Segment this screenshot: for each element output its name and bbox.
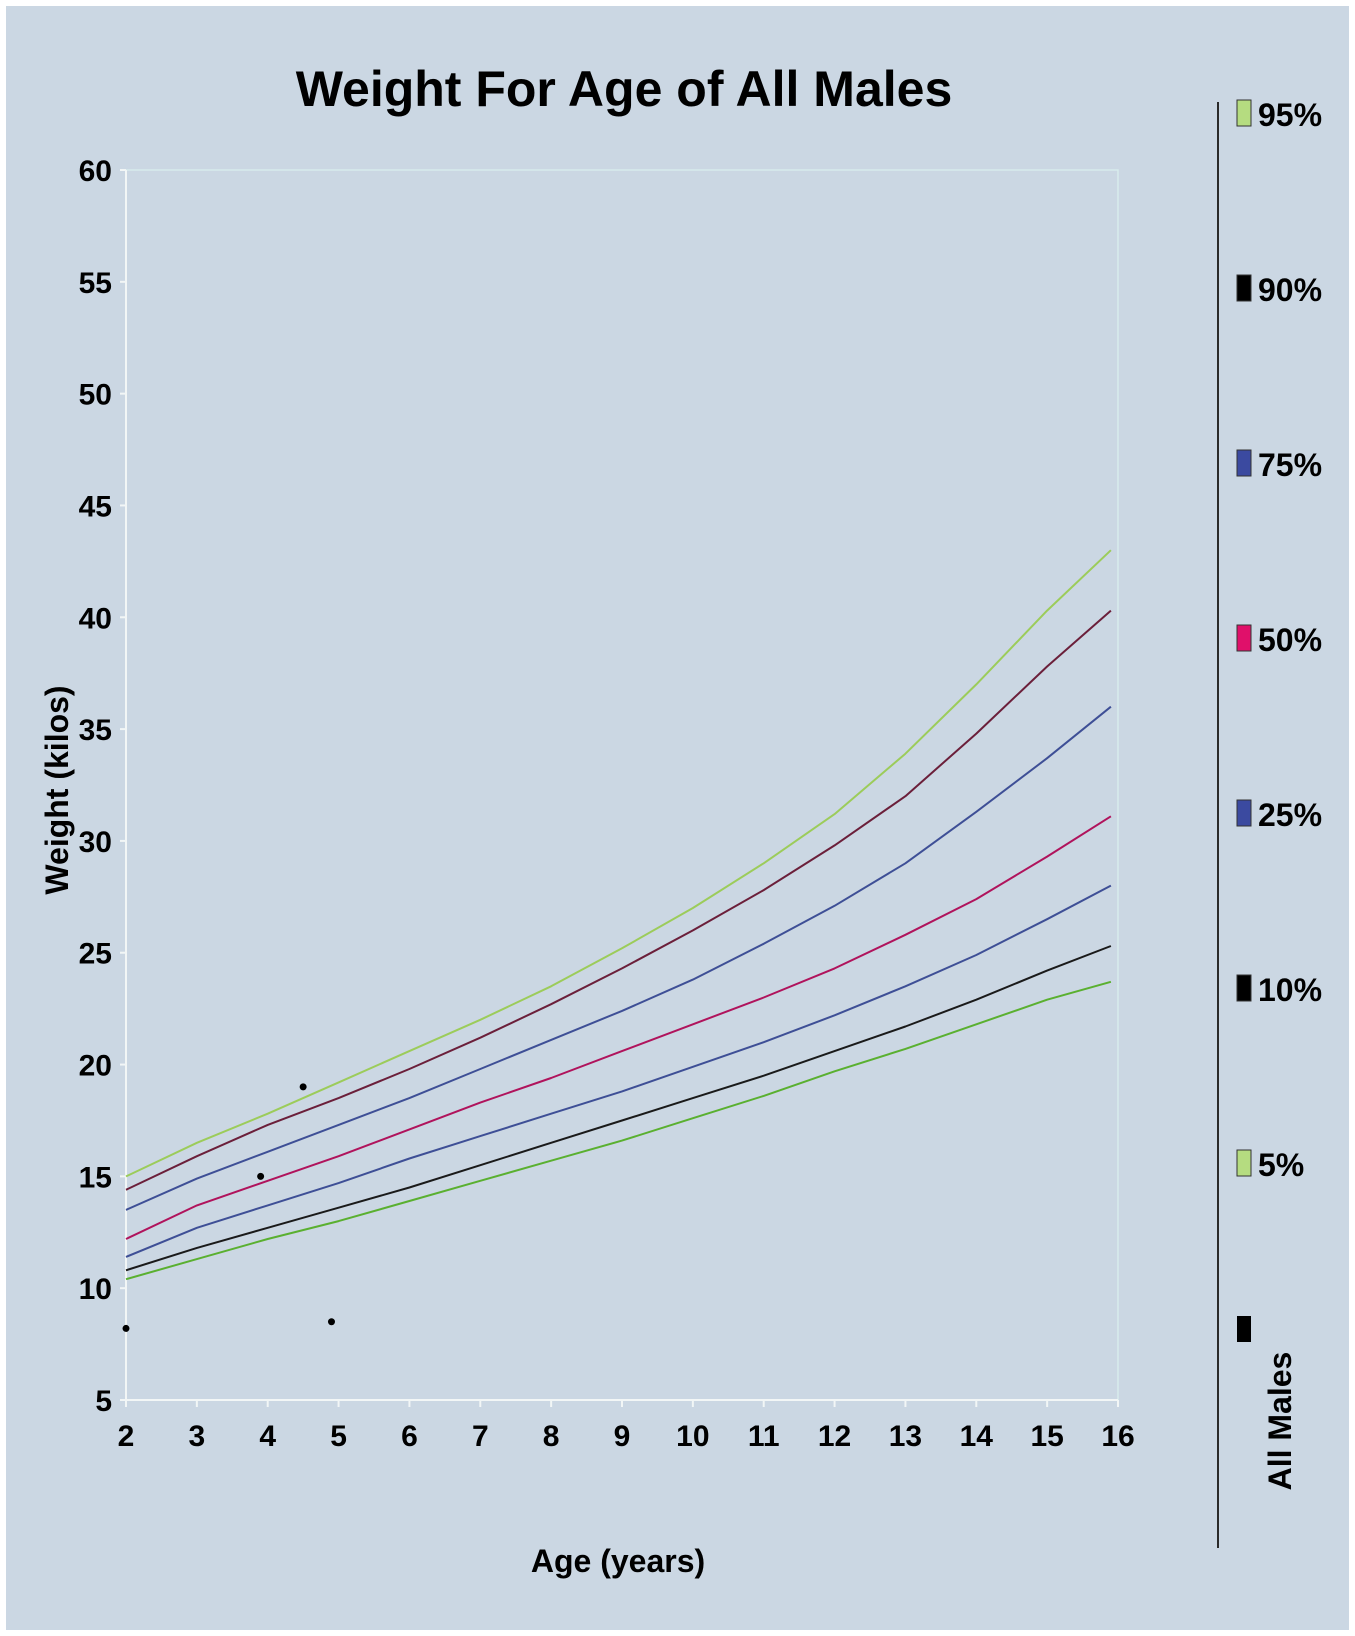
x-tick-label: 4 <box>259 1420 276 1453</box>
x-tick-label: 2 <box>118 1420 135 1453</box>
y-tick-label: 5 <box>95 1385 112 1418</box>
x-tick-label: 16 <box>1101 1420 1134 1453</box>
legend-swatch-95pct <box>1236 99 1252 127</box>
chart-title: Weight For Age of All Males <box>296 61 953 117</box>
legend-swatch-all-males <box>1237 1316 1251 1342</box>
legend-label-90pct: 90% <box>1258 272 1322 308</box>
legend-swatch-10pct <box>1236 974 1252 1002</box>
legend-swatch-25pct <box>1236 799 1252 827</box>
x-axis-ticks: 2 3 4 5 6 7 8 9 10 11 12 13 14 15 16 <box>118 1400 1135 1453</box>
scatter-point <box>122 1324 130 1332</box>
plot-frame <box>125 169 1119 1401</box>
scatter-point <box>327 1318 335 1326</box>
legend-label-10pct: 10% <box>1258 972 1322 1008</box>
x-tick-label: 9 <box>614 1420 631 1453</box>
series-line-10pct <box>125 945 1112 1272</box>
legend-label-75pct: 75% <box>1258 447 1322 483</box>
x-tick-label: 13 <box>889 1420 922 1453</box>
series-line-25pct <box>125 884 1112 1258</box>
legend-swatch-90pct <box>1236 274 1252 302</box>
x-tick-label: 6 <box>401 1420 418 1453</box>
x-axis-title: Age (years) <box>531 1543 705 1579</box>
y-tick-label: 20 <box>79 1050 112 1083</box>
series-line-75pct <box>125 705 1112 1211</box>
legend-label-5pct: 5% <box>1258 1147 1304 1183</box>
y-axis-ticks: 5 10 15 20 25 30 35 40 45 50 55 60 <box>79 155 126 1418</box>
y-tick-label: 25 <box>79 938 112 971</box>
y-tick-label: 15 <box>79 1161 112 1194</box>
x-tick-label: 12 <box>818 1420 851 1453</box>
y-tick-label: 55 <box>79 267 112 300</box>
x-tick-label: 7 <box>472 1420 489 1453</box>
legend-items: 95% 90% 75% 50% 25% 10% 5% <box>1236 97 1322 1342</box>
series-line-5pct <box>125 980 1112 1281</box>
legend-swatch-75pct <box>1236 449 1252 477</box>
legend-title: All Males <box>1262 1352 1298 1491</box>
weight-for-age-chart: Weight For Age of All Males 510152025303… <box>39 61 1322 1579</box>
scatter-point <box>257 1172 265 1180</box>
y-tick-label: 50 <box>79 379 112 412</box>
legend-label-50pct: 50% <box>1258 622 1322 658</box>
y-tick-label: 30 <box>79 826 112 859</box>
scatter-point <box>299 1083 307 1091</box>
y-tick-label: 40 <box>79 602 112 635</box>
legend-label-25pct: 25% <box>1258 797 1322 833</box>
legend-swatch-50pct <box>1236 624 1252 652</box>
legend-swatch-5pct <box>1236 1149 1252 1177</box>
series-line-50pct <box>125 815 1112 1240</box>
series-line-95pct <box>125 549 1112 1178</box>
y-tick-label: 45 <box>79 490 112 523</box>
x-tick-label: 8 <box>543 1420 560 1453</box>
percentile-curves <box>125 549 1112 1281</box>
x-tick-label: 11 <box>748 1420 780 1453</box>
scatter-points <box>122 1083 335 1332</box>
y-tick-label: 10 <box>79 1273 112 1306</box>
x-tick-label: 14 <box>960 1420 994 1453</box>
x-tick-label: 3 <box>189 1420 206 1453</box>
legend-label-95pct: 95% <box>1258 97 1322 133</box>
x-tick-label: 15 <box>1030 1420 1063 1453</box>
chart-canvas: Weight For Age of All Males 5 10 15 20 25 30 3… <box>6 6 1349 1630</box>
x-tick-label: 10 <box>676 1420 709 1453</box>
series-line-90pct <box>125 609 1112 1191</box>
x-tick-label: 5 <box>330 1420 347 1453</box>
y-tick-label: 60 <box>79 155 112 188</box>
y-tick-label: 35 <box>79 714 112 747</box>
y-axis-title: Weight (kilos) <box>39 685 75 894</box>
legend: 95% 90% 75% 50% 25% 10% 5% All Males <box>1217 97 1322 1548</box>
